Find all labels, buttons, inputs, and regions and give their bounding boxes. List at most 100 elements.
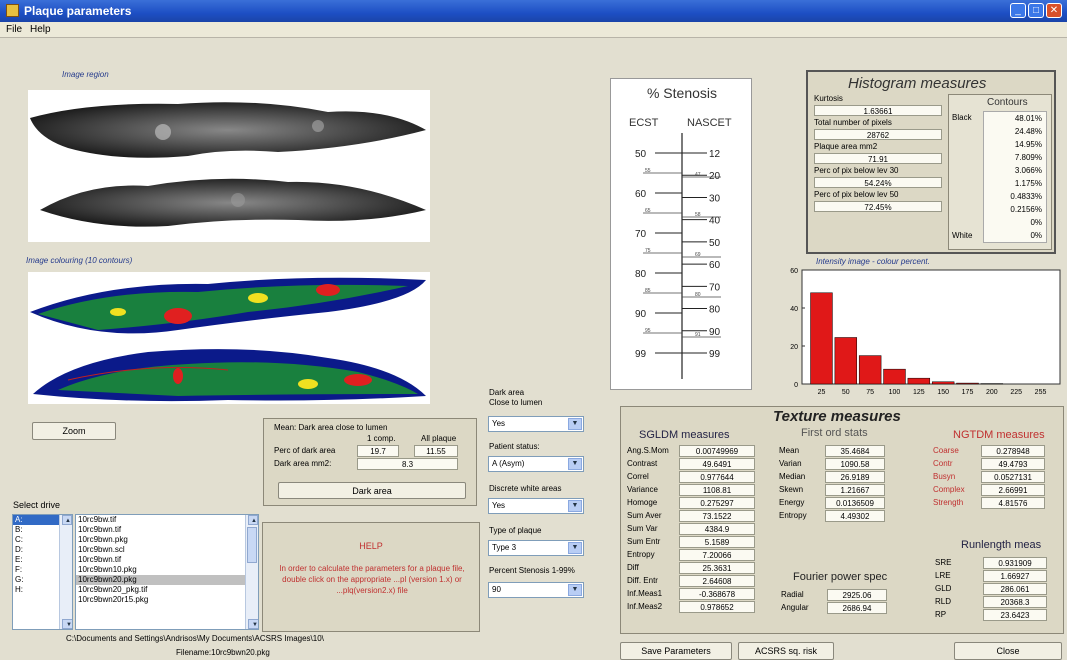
measure-value: 1.66927 <box>983 570 1047 582</box>
drive-item[interactable]: G: <box>15 575 24 584</box>
measure-label: Radial <box>781 590 804 599</box>
histogram-bar <box>907 377 931 385</box>
file-item[interactable]: 10rc9bw.tif <box>78 515 117 524</box>
dark-area-title: Mean: Dark area close to lumen <box>274 423 388 432</box>
help-panel: HELP In order to calculate the parameter… <box>262 522 480 632</box>
measure-label: Contr <box>933 459 953 468</box>
file-item[interactable]: 10rc9bwn20_pkg.tif <box>78 585 148 594</box>
zoom-button[interactable]: Zoom <box>32 422 116 440</box>
measure-label: Sum Entr <box>627 537 661 546</box>
close-window-button[interactable]: ✕ <box>1046 3 1062 18</box>
discrete-select[interactable]: Yes ▼ <box>488 498 584 514</box>
measure-value: 286.061 <box>983 583 1047 595</box>
drive-item[interactable]: E: <box>15 555 23 564</box>
type-value: Type 3 <box>492 543 517 552</box>
file-item[interactable]: 10rc9bwn20r15.pkg <box>78 595 149 604</box>
patient-select[interactable]: A (Asym) ▼ <box>488 456 584 472</box>
image-region <box>28 90 430 242</box>
x-tick-label: 75 <box>866 389 874 396</box>
drive-item[interactable]: A: <box>13 515 72 525</box>
file-item[interactable]: 10rc9bwn.tif <box>78 555 122 564</box>
black-label: Black <box>952 113 972 122</box>
measure-row: Radial 2925.06 <box>781 589 917 601</box>
col2-header: All plaque <box>421 434 457 443</box>
drive-scrollbar[interactable]: ▲ ▼ <box>59 515 72 629</box>
histogram-bar <box>883 368 906 385</box>
chevron-down-icon[interactable]: ▼ <box>568 542 582 554</box>
measure-value: 2.64608 <box>679 575 755 587</box>
file-item[interactable]: 10rc9bwn10.pkg <box>78 565 137 574</box>
measure-row: Energy 0.0136509 <box>779 497 915 509</box>
drive-item[interactable]: F: <box>15 565 23 574</box>
menu-file[interactable]: File <box>6 24 23 35</box>
menu-help[interactable]: Help <box>30 24 51 35</box>
save-parameters-button[interactable]: Save Parameters <box>620 642 732 660</box>
measure-label: Complex <box>933 485 965 494</box>
nascet-tick-label: 50 <box>709 238 721 249</box>
acsrs-risk-button[interactable]: ACSRS sq. risk <box>738 642 834 660</box>
x-tick-label: 125 <box>913 389 925 396</box>
close-button[interactable]: Close <box>954 642 1062 660</box>
dark-area-panel: Mean: Dark area close to lumen 1 comp. A… <box>263 418 477 506</box>
drive-item[interactable]: B: <box>15 525 23 534</box>
file-item[interactable]: 10rc9bwn.scl <box>78 545 125 554</box>
measure-row: RLD 20368.3 <box>935 596 1063 608</box>
type-label: Type of plaque <box>489 526 542 535</box>
minimize-button[interactable]: _ <box>1010 3 1026 18</box>
select-drive-label: Select drive <box>13 500 61 510</box>
contours-list: 48.01% 24.48% 14.95% 7.809% 3.066% 1.175… <box>983 111 1047 243</box>
chevron-down-icon[interactable]: ▼ <box>568 458 582 470</box>
plaque-area-label: Plaque area mm2 <box>814 142 878 151</box>
measure-value: 23.6423 <box>983 609 1047 621</box>
chevron-down-icon[interactable]: ▼ <box>568 584 582 596</box>
measure-value: 0.00749969 <box>679 445 755 457</box>
nascet-minor-label: 91 <box>695 332 701 338</box>
file-item[interactable]: 10rc9bwn.tif <box>78 525 122 534</box>
stenosis-label: Percent Stenosis 1-99% <box>489 566 575 575</box>
drive-item[interactable]: H: <box>15 585 23 594</box>
file-item-selected[interactable]: 10rc9bwn20.pkg <box>76 575 258 585</box>
fourier-table: Radial 2925.06 Angular 2686.94 <box>781 589 917 615</box>
measure-row: Ang.S.Mom 0.00749969 <box>627 445 757 457</box>
measure-row: Median 26.9189 <box>779 471 915 483</box>
type-select[interactable]: Type 3 ▼ <box>488 540 584 556</box>
chevron-down-icon[interactable]: ▼ <box>568 418 582 430</box>
dark-area-button[interactable]: Dark area <box>278 482 466 499</box>
scroll-up-icon[interactable]: ▲ <box>62 515 72 525</box>
perc30-value: 54.24% <box>814 177 942 188</box>
chevron-down-icon[interactable]: ▼ <box>568 500 582 512</box>
measure-row: Coarse 0.278948 <box>933 445 1063 457</box>
white-label: White <box>952 231 973 240</box>
measure-label: Diff <box>627 563 639 572</box>
intensity-title: Intensity image - colour percent. <box>816 257 930 266</box>
scroll-down-icon[interactable]: ▼ <box>248 619 258 629</box>
scroll-down-icon[interactable]: ▼ <box>62 619 72 629</box>
measure-label: Variance <box>627 485 658 494</box>
measure-value: 73.1522 <box>679 510 755 522</box>
app-icon <box>6 4 19 17</box>
measure-row: Contrast 49.6491 <box>627 458 757 470</box>
file-list[interactable]: 10rc9bw.tif 10rc9bwn.tif 10rc9bwn.pkg 10… <box>75 514 259 630</box>
dark-close-select[interactable]: Yes ▼ <box>488 416 584 432</box>
measure-label: Energy <box>779 498 805 507</box>
measure-label: RLD <box>935 597 952 606</box>
scroll-thumb[interactable] <box>247 527 257 563</box>
measure-label: SRE <box>935 558 952 567</box>
scroll-up-icon[interactable]: ▲ <box>248 515 258 525</box>
drive-item[interactable]: C: <box>15 535 23 544</box>
measure-value: 5.1589 <box>679 536 755 548</box>
x-tick-label: 225 <box>1010 389 1022 396</box>
drive-item[interactable]: D: <box>15 545 23 554</box>
perc-dark-all: 11.55 <box>414 445 458 457</box>
nascet-head: NASCET <box>687 117 732 129</box>
contour-value: 0.4833% <box>1010 192 1042 201</box>
file-scrollbar[interactable]: ▲ ▼ <box>245 515 258 629</box>
stenosis-select[interactable]: 90 ▼ <box>488 582 584 598</box>
measure-value: 2925.06 <box>827 589 887 601</box>
menu-bar: File Help <box>0 22 1067 38</box>
file-item[interactable]: 10rc9bwn.pkg <box>78 535 128 544</box>
measure-label: Diff. Entr <box>627 576 658 585</box>
drive-list[interactable]: A: B: C: D: E: F: G: H: ▲ ▼ <box>12 514 73 630</box>
measure-label: Median <box>779 472 806 481</box>
maximize-button[interactable]: □ <box>1028 3 1044 18</box>
